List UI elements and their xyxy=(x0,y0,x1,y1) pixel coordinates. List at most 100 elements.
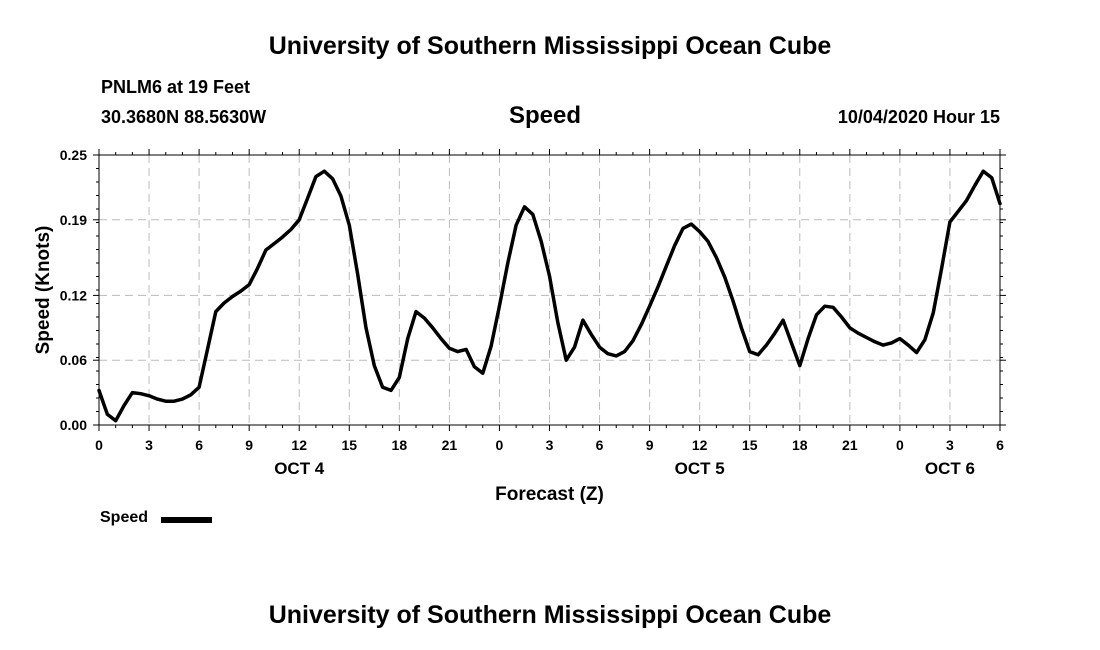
speed-point xyxy=(281,235,284,239)
speed-point xyxy=(990,176,993,179)
speed-point xyxy=(665,265,668,268)
speed-point xyxy=(998,202,1002,205)
speed-point xyxy=(973,184,977,187)
speed-point xyxy=(406,337,409,340)
speed-point xyxy=(806,337,810,340)
speed-point xyxy=(222,301,226,305)
date-label: OCT 4 xyxy=(274,459,325,478)
axis-ticks xyxy=(93,149,1006,431)
chart-title-bottom: University of Southern Mississippi Ocean… xyxy=(268,601,832,629)
speed-point xyxy=(389,389,393,392)
speed-point xyxy=(907,343,910,347)
speed-point xyxy=(506,261,509,265)
x-tick-label: 21 xyxy=(842,437,858,453)
speed-point xyxy=(114,419,117,422)
speed-point xyxy=(139,392,142,395)
speed-point xyxy=(464,348,468,351)
speed-point xyxy=(948,220,952,224)
speed-point xyxy=(656,285,660,288)
speed-point xyxy=(690,222,693,226)
speed-point xyxy=(740,326,743,329)
speed-point xyxy=(247,283,251,286)
variable-title: Speed xyxy=(509,102,582,129)
speed-point xyxy=(539,240,543,243)
speed-point xyxy=(481,371,484,375)
speed-point xyxy=(723,275,726,279)
x-tick-label: 3 xyxy=(946,437,954,453)
speed-point xyxy=(781,319,785,322)
speed-point xyxy=(640,323,643,326)
speed-point xyxy=(206,348,209,351)
speed-point xyxy=(414,310,418,313)
forecast-timestamp: 10/04/2020 Hour 15 xyxy=(837,107,1000,127)
speed-point xyxy=(156,397,159,401)
speed-point xyxy=(548,274,551,278)
speed-point xyxy=(456,350,459,353)
speed-point xyxy=(715,256,718,259)
speed-point xyxy=(272,242,276,245)
x-tick-label: 0 xyxy=(95,437,103,453)
speed-point xyxy=(581,319,585,322)
speed-point xyxy=(748,350,751,353)
x-tick-label: 12 xyxy=(291,437,307,453)
speed-point xyxy=(564,359,568,362)
x-tick-label: 3 xyxy=(546,437,554,453)
speed-point xyxy=(356,272,359,275)
speed-point xyxy=(164,400,167,403)
x-tick-label: 0 xyxy=(896,437,904,453)
speed-point xyxy=(181,397,184,401)
x-tick-label: 18 xyxy=(792,437,808,453)
speed-point xyxy=(890,341,893,345)
speed-point xyxy=(831,306,835,309)
speed-point xyxy=(765,343,768,347)
x-tick-label: 15 xyxy=(341,437,357,453)
speed-point xyxy=(339,194,343,198)
speed-point xyxy=(823,305,827,308)
speed-point xyxy=(298,218,301,221)
x-tick-label: 0 xyxy=(496,437,504,453)
speed-point xyxy=(122,404,126,407)
speed-point xyxy=(189,393,192,396)
speed-point xyxy=(731,299,735,302)
date-label: OCT 5 xyxy=(675,459,725,478)
speed-point xyxy=(289,228,293,231)
speed-point xyxy=(932,311,935,314)
legend-label: Speed xyxy=(100,509,149,526)
speed-point xyxy=(256,267,259,270)
speed-point xyxy=(615,354,618,358)
speed-point xyxy=(606,352,610,355)
speed-point xyxy=(473,365,476,368)
speed-point xyxy=(848,326,852,329)
speed-point xyxy=(798,364,801,367)
grid-lines xyxy=(99,155,1000,425)
y-axis-label: Speed (Knots) xyxy=(33,226,54,355)
speed-point xyxy=(381,386,384,389)
speed-point xyxy=(172,400,176,403)
speed-point xyxy=(439,337,443,340)
station-name: PNLM6 at 19 Feet xyxy=(101,77,251,97)
speed-point xyxy=(97,389,101,392)
speed-point xyxy=(373,364,376,367)
speed-point xyxy=(214,310,217,313)
x-tick-label: 21 xyxy=(442,437,458,453)
x-tick-label: 15 xyxy=(742,437,758,453)
speed-point xyxy=(773,332,776,335)
speed-point xyxy=(865,336,868,339)
y-tick-label: 0.12 xyxy=(60,287,87,303)
speed-point xyxy=(965,199,968,202)
date-label: OCT 6 xyxy=(925,459,975,478)
speed-point xyxy=(915,351,918,354)
speed-point xyxy=(882,343,885,347)
speed-point xyxy=(348,224,351,227)
x-axis-label: Forecast (Z) xyxy=(495,484,604,505)
speed-point xyxy=(523,205,526,209)
x-tick-label: 6 xyxy=(195,437,203,453)
speed-point xyxy=(423,316,426,320)
speed-point xyxy=(264,248,268,252)
speed-point xyxy=(514,224,518,227)
legend-line-swatch xyxy=(161,517,212,523)
speed-point xyxy=(681,227,685,230)
speed-point xyxy=(590,333,593,336)
speed-point xyxy=(623,350,626,353)
